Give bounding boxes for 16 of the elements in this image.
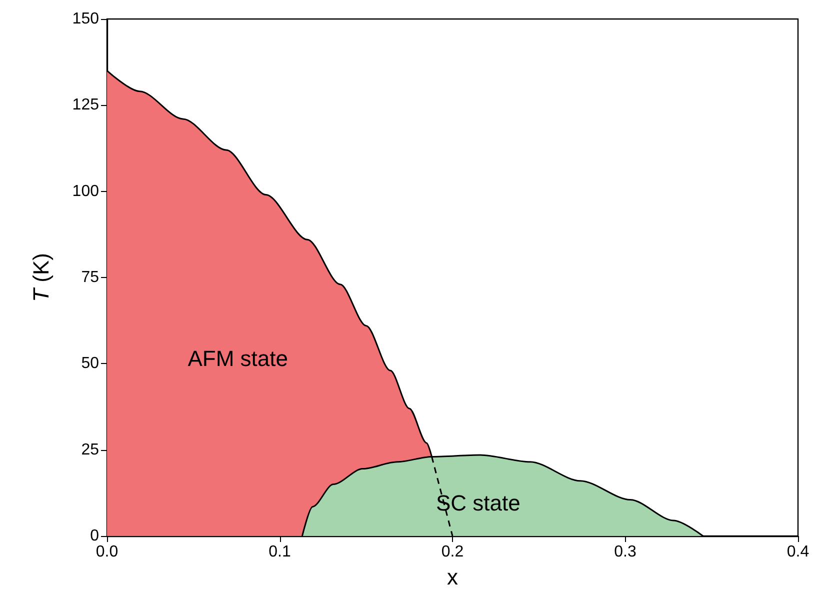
y-tick-label: 75 <box>81 269 100 286</box>
y-tick-label: 125 <box>72 96 100 114</box>
y-tick-label: 150 <box>72 10 100 28</box>
x-tick-label: 0.2 <box>441 544 464 560</box>
x-tick-label: 0.1 <box>268 544 291 560</box>
y-tick-label: 100 <box>72 182 100 200</box>
x-tick-label: 0.0 <box>96 544 118 560</box>
series-label: SC state <box>436 490 520 516</box>
y-tick-label: 0 <box>90 528 100 544</box>
x-tick-label: 0.3 <box>614 544 636 560</box>
y-tick-label: 25 <box>81 441 100 458</box>
x-axis-title: x <box>447 564 458 590</box>
series-label: AFM state <box>188 346 288 372</box>
y-axis-title: T (K) <box>28 253 54 302</box>
x-tick-label: 0.4 <box>786 544 810 560</box>
y-tick-label: 50 <box>81 355 100 372</box>
